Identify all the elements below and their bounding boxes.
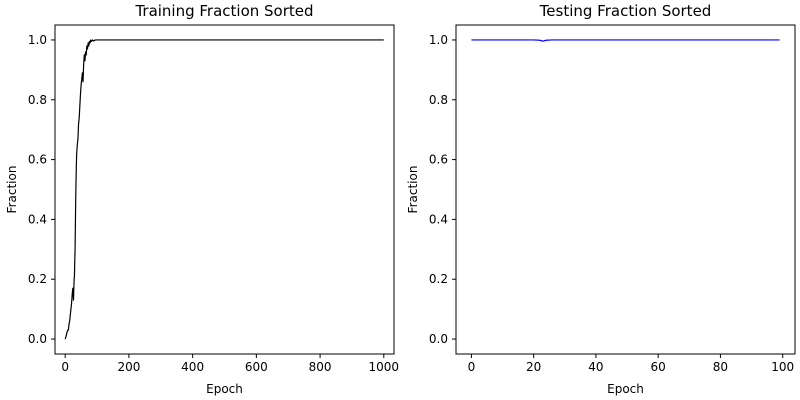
training-plot-frame: [54, 24, 395, 355]
testing-x-tick-label: 80: [713, 360, 728, 374]
testing-y-tick-label: 0.0: [429, 332, 448, 346]
training-y-tick-label: 0.6: [28, 153, 47, 167]
training-x-tick-label: 400: [181, 360, 204, 374]
testing-series-line: [471, 39, 780, 42]
testing-ticks: 0 20 40 60 80 100 0.0 0.2 0.4 0.6 0.8 1.0: [429, 33, 794, 374]
testing-y-tick-label: 0.6: [429, 153, 448, 167]
training-ticks: 0 200 400 600 800 1000 0.0 0.2 0.4 0.6 0.8 1.0: [28, 33, 399, 374]
testing-y-tick-label: 0.2: [429, 272, 448, 286]
testing-x-tick-label: 40: [588, 360, 603, 374]
testing-y-tick-label: 0.4: [429, 212, 448, 226]
training-subplot: Training Fraction Sorted Epoch Fraction …: [5, 2, 399, 396]
testing-title: Testing Fraction Sorted: [539, 2, 712, 20]
training-x-tick-label: 800: [309, 360, 332, 374]
training-x-tick-label: 600: [245, 360, 268, 374]
testing-y-tick-label: 0.8: [429, 93, 448, 107]
testing-x-tick-label: 0: [468, 360, 476, 374]
training-xlabel: Epoch: [206, 382, 243, 396]
testing-y-tick-label: 1.0: [429, 33, 448, 47]
training-y-tick-label: 0.2: [28, 272, 47, 286]
training-title: Training Fraction Sorted: [134, 2, 313, 20]
testing-x-tick-label: 20: [526, 360, 541, 374]
training-x-tick-label: 0: [61, 360, 69, 374]
training-series-line: [64, 39, 384, 340]
training-ylabel: Fraction: [5, 166, 19, 214]
testing-series: [471, 39, 780, 42]
training-x-tick-label: 200: [117, 360, 140, 374]
testing-ylabel: Fraction: [406, 166, 420, 214]
training-y-tick-label: 0.4: [28, 212, 47, 226]
testing-plot-frame: [455, 24, 796, 355]
training-x-tick-label: 1000: [369, 360, 400, 374]
testing-x-tick-label: 60: [651, 360, 666, 374]
training-y-tick-label: 0.8: [28, 93, 47, 107]
testing-subplot: Testing Fraction Sorted Epoch Fraction 0…: [406, 2, 796, 396]
training-y-tick-label: 0.0: [28, 332, 47, 346]
training-y-tick-label: 1.0: [28, 33, 47, 47]
testing-xlabel: Epoch: [607, 382, 644, 396]
testing-x-tick-label: 100: [771, 360, 794, 374]
training-series: [64, 39, 384, 340]
